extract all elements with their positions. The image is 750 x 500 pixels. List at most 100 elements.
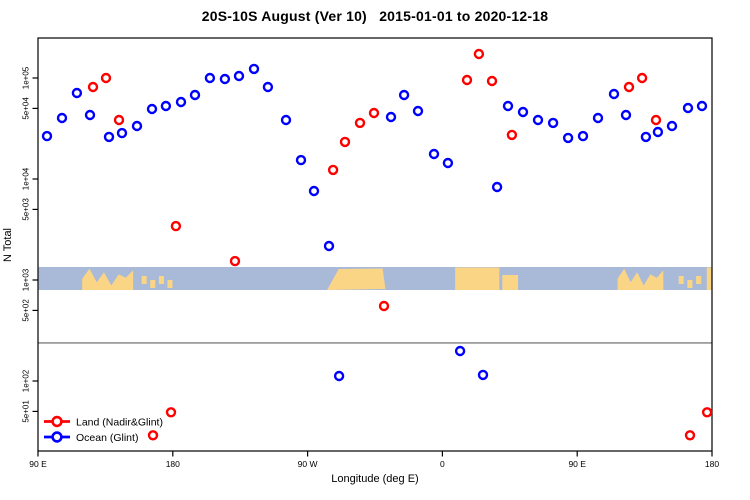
data-point [684,430,696,441]
y-tick-label: 5e+01 [22,400,31,423]
x-axis-ticks: 90 E 180 90 W 0 90 E 180 [29,451,719,469]
data-point [219,73,231,85]
data-point [532,114,544,126]
data-point [385,111,397,123]
data-point [323,240,335,252]
data-point [562,132,574,144]
legend-label: Ocean (Glint) [76,432,138,444]
y-tick-label: 1e+02 [22,369,31,392]
data-point [354,117,366,129]
land-mass [706,267,712,290]
x-tick-label: 90 E [29,459,47,469]
data-point [461,74,473,86]
y-axis-ticks: 1e+05 5e+04 1e+04 5e+03 1e+03 5e+02 1e+02 5e+01 [22,66,38,423]
data-point [248,63,260,75]
data-point [547,117,559,129]
data-point [412,105,424,117]
data-point [339,136,351,148]
y-tick-label: 1e+05 [22,66,31,89]
data-point [100,72,112,84]
y-axis-label: N Total [2,227,14,263]
data-point [442,157,454,169]
data-point [175,96,187,108]
land-island [687,280,693,288]
data-point [502,100,514,112]
scatter-points [41,48,713,441]
x-tick-label: 90 E [568,459,586,469]
data-point [682,102,694,114]
data-point [147,430,159,441]
data-point [327,164,339,176]
data-point [113,114,125,126]
data-point [295,154,307,166]
x-tick-label: 0 [440,459,445,469]
chart-title: 20S-10S August (Ver 10) 2015-01-01 to 20… [201,8,549,24]
data-point [592,112,604,124]
land-island [158,276,164,284]
data-point [623,81,635,93]
data-point [103,131,115,143]
y-tick-label: 5e+04 [22,97,31,120]
data-point [428,148,440,160]
data-point [378,300,390,312]
data-point [189,89,201,101]
plot-border [37,37,713,452]
data-point [131,120,143,132]
data-point [165,407,177,418]
legend-label: Land (Nadir&Glint) [76,416,163,428]
data-point [636,72,648,84]
data-point [506,129,518,141]
data-point [368,107,380,119]
data-point [146,103,158,115]
x-axis-label: Longitude (deg E) [331,473,419,485]
data-point [620,109,632,121]
data-point [696,100,708,112]
data-point [233,70,245,82]
data-point [398,89,410,101]
x-tick-label: 180 [705,459,719,469]
y-tick-label: 1e+03 [22,268,31,291]
data-point [650,114,662,126]
data-point [262,81,274,93]
land-mass [82,268,134,290]
data-point [333,370,345,382]
legend-marker [51,431,63,443]
legend-marker [51,415,63,428]
data-point [652,126,664,138]
data-point [56,112,68,124]
data-point [577,130,589,142]
data-point [473,48,485,60]
data-point [280,114,292,126]
data-point [87,81,99,93]
data-point [204,72,216,84]
data-point [701,407,713,418]
land-island [150,280,156,288]
land-mass [455,267,500,290]
data-point [160,100,172,112]
x-tick-label: 90 W [298,459,318,469]
land-island [167,280,173,288]
data-point [517,106,529,118]
y-tick-label: 5e+02 [22,299,31,322]
land-island [696,276,702,284]
land-mass [502,275,519,290]
data-point [170,220,182,232]
data-point [71,87,83,99]
data-point [41,130,53,142]
data-point [229,255,241,267]
land-mass [327,268,386,290]
y-tick-label: 1e+04 [22,167,31,190]
data-point [477,369,489,381]
map-strip [38,267,712,290]
data-point [486,75,498,87]
y-tick-label: 5e+03 [22,198,31,221]
land-island [678,276,684,284]
data-point [84,109,96,121]
data-point [640,131,652,143]
data-point [308,185,320,197]
data-point [666,120,678,132]
data-point [491,181,503,193]
x-tick-label: 180 [166,459,180,469]
